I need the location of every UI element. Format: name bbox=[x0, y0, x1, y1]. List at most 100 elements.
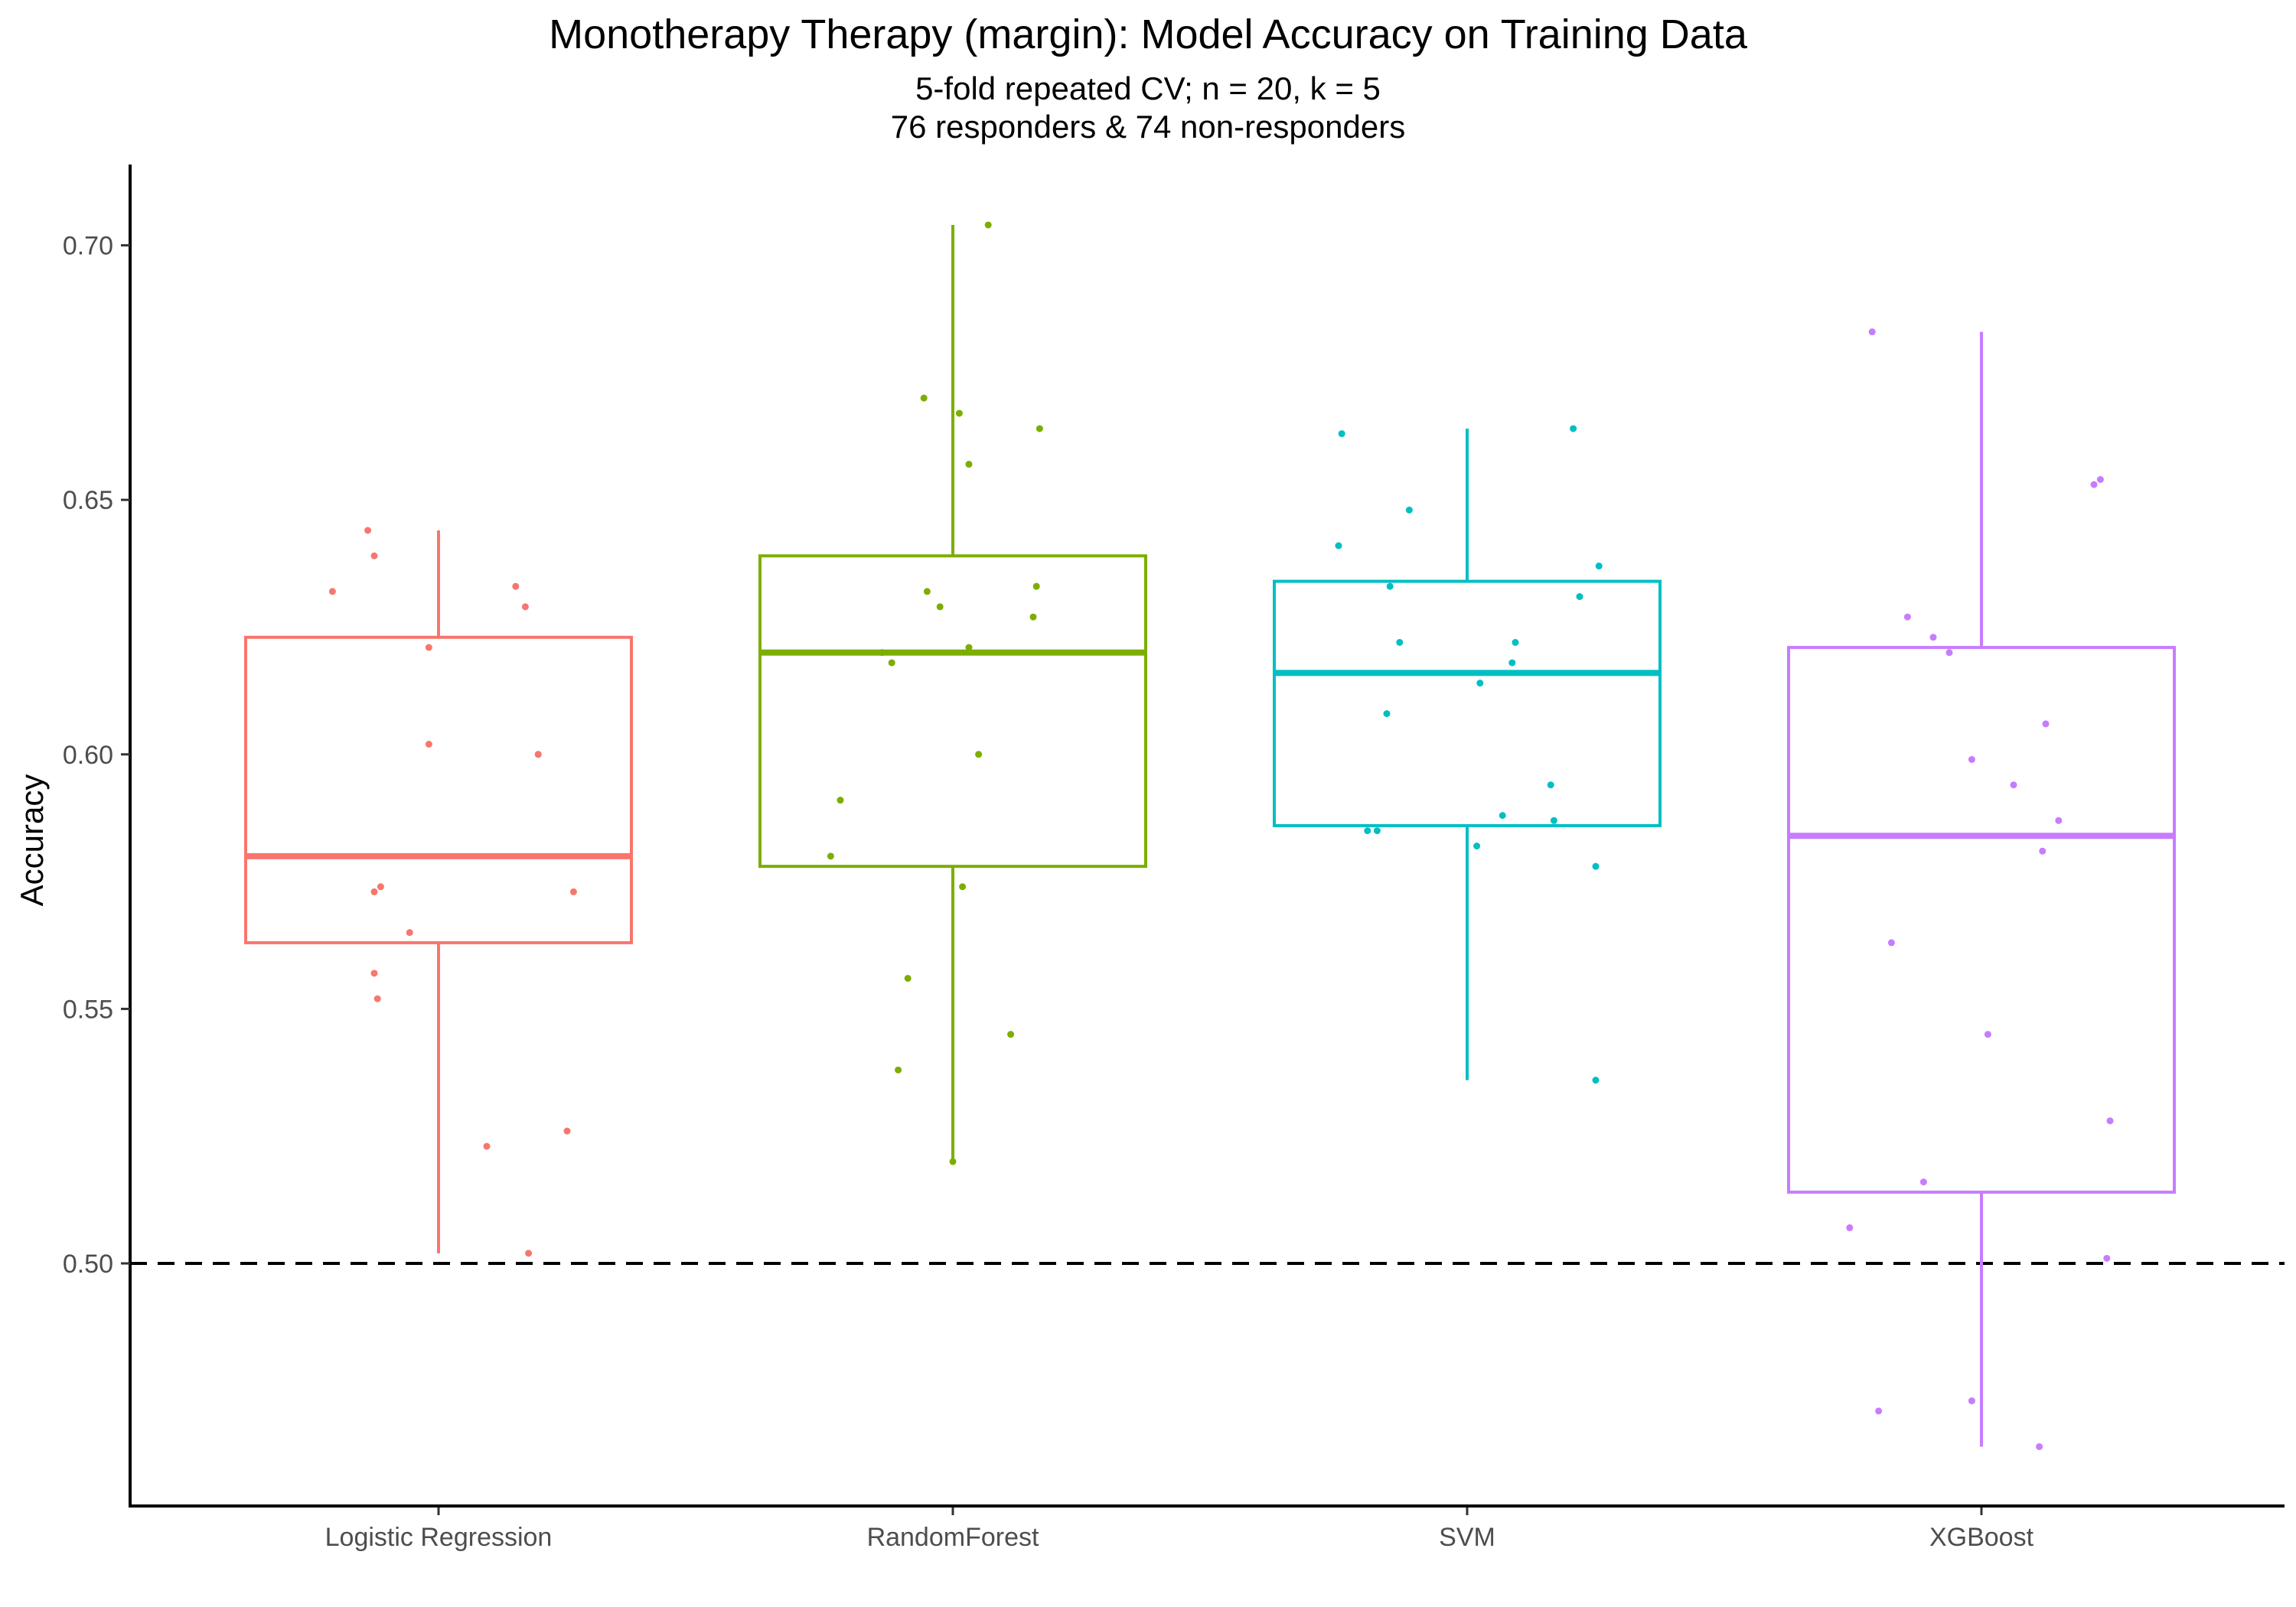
data-point-svm bbox=[1550, 817, 1557, 824]
data-point-randomforest bbox=[965, 461, 973, 468]
box-xgboost bbox=[1787, 331, 2176, 1447]
data-point-logistic-regression bbox=[373, 995, 381, 1002]
data-point-svm bbox=[1338, 430, 1345, 438]
boxes-layer bbox=[244, 224, 2176, 1447]
y-tick-label: 0.50 bbox=[63, 1250, 113, 1279]
data-point-logistic-regression bbox=[425, 740, 432, 748]
iqr-box-logistic-regression bbox=[244, 635, 633, 944]
data-point-randomforest bbox=[879, 649, 886, 657]
data-point-randomforest bbox=[1032, 582, 1040, 590]
data-point-xgboost bbox=[1919, 1178, 1927, 1186]
x-tick-label-xgboost: XGBoost bbox=[1929, 1523, 2034, 1552]
data-point-svm bbox=[1476, 680, 1484, 687]
data-point-randomforest bbox=[1035, 425, 1043, 432]
data-point-logistic-regression bbox=[483, 1143, 491, 1150]
chart-subtitle-line-2: 76 responders & 74 non-responders bbox=[890, 109, 1406, 145]
data-point-xgboost bbox=[1968, 755, 1975, 763]
data-point-xgboost bbox=[2055, 817, 2063, 824]
chart-subtitle-line-1: 5-fold repeated CV; n = 20, k = 5 bbox=[915, 70, 1381, 106]
data-point-logistic-regression bbox=[525, 1250, 533, 1257]
data-point-svm bbox=[1547, 781, 1554, 789]
data-point-logistic-regression bbox=[425, 644, 432, 651]
data-point-xgboost bbox=[2036, 1442, 2043, 1450]
data-point-logistic-regression bbox=[569, 888, 577, 895]
data-point-svm bbox=[1364, 827, 1371, 835]
y-tick-label: 0.55 bbox=[63, 995, 113, 1024]
data-point-logistic-regression bbox=[370, 888, 378, 895]
box-svm bbox=[1273, 429, 1662, 1081]
iqr-box-svm bbox=[1273, 579, 1662, 827]
data-point-svm bbox=[1383, 710, 1391, 718]
data-point-randomforest bbox=[920, 394, 928, 402]
data-point-xgboost bbox=[2103, 1254, 2111, 1262]
y-tick-label: 0.70 bbox=[63, 232, 113, 261]
data-point-svm bbox=[1592, 862, 1600, 870]
data-point-randomforest bbox=[936, 603, 944, 611]
data-point-randomforest bbox=[975, 751, 983, 758]
data-point-svm bbox=[1576, 593, 1583, 601]
data-point-logistic-regression bbox=[563, 1127, 571, 1135]
x-tick-label-svm: SVM bbox=[1439, 1523, 1495, 1552]
data-point-xgboost bbox=[1903, 613, 1911, 621]
data-point-xgboost bbox=[2039, 847, 2047, 855]
data-point-randomforest bbox=[923, 588, 931, 595]
data-point-xgboost bbox=[1868, 328, 1876, 336]
data-point-svm bbox=[1595, 562, 1603, 570]
points-layer bbox=[328, 221, 2114, 1450]
data-point-xgboost bbox=[2106, 1117, 2114, 1125]
data-point-xgboost bbox=[1984, 1031, 1991, 1038]
data-point-logistic-regression bbox=[370, 970, 378, 977]
data-point-xgboost bbox=[1968, 1397, 1975, 1405]
data-point-xgboost bbox=[2096, 476, 2104, 484]
data-point-svm bbox=[1473, 843, 1481, 850]
data-point-randomforest bbox=[965, 644, 973, 651]
x-tick-label-randomforest: RandomForest bbox=[867, 1523, 1039, 1552]
data-point-randomforest bbox=[984, 221, 992, 229]
data-point-xgboost bbox=[1929, 634, 1937, 641]
data-point-randomforest bbox=[904, 974, 912, 982]
data-point-svm bbox=[1570, 425, 1577, 432]
data-point-logistic-regression bbox=[512, 582, 520, 590]
data-point-randomforest bbox=[1029, 613, 1037, 621]
y-tick-label: 0.65 bbox=[63, 486, 113, 515]
data-point-randomforest bbox=[959, 883, 967, 891]
data-point-randomforest bbox=[827, 852, 834, 860]
y-tick-label: 0.60 bbox=[63, 741, 113, 770]
data-point-svm bbox=[1592, 1077, 1600, 1084]
data-point-svm bbox=[1508, 659, 1516, 667]
data-point-svm bbox=[1405, 507, 1413, 514]
data-point-randomforest bbox=[895, 1066, 902, 1074]
data-point-svm bbox=[1512, 638, 1519, 646]
data-point-randomforest bbox=[837, 797, 844, 804]
data-point-svm bbox=[1335, 542, 1342, 549]
data-point-svm bbox=[1499, 812, 1506, 820]
box-logistic-regression bbox=[244, 530, 633, 1253]
data-point-randomforest bbox=[955, 409, 963, 417]
data-point-xgboost bbox=[1887, 939, 1895, 947]
data-point-logistic-regression bbox=[370, 552, 378, 559]
iqr-box-randomforest bbox=[758, 554, 1147, 869]
data-point-randomforest bbox=[888, 659, 895, 667]
data-point-xgboost bbox=[1846, 1224, 1854, 1231]
iqr-box-xgboost bbox=[1787, 646, 2176, 1194]
data-point-randomforest bbox=[1007, 1031, 1015, 1038]
data-point-logistic-regression bbox=[377, 883, 384, 891]
axes-layer: Logistic Regression RandomForest SVM XGBoos… bbox=[63, 165, 2285, 1552]
data-point-xgboost bbox=[1875, 1407, 1883, 1415]
data-point-svm bbox=[1386, 582, 1394, 590]
data-point-logistic-regression bbox=[364, 526, 372, 534]
data-point-randomforest bbox=[949, 1158, 957, 1165]
data-point-xgboost bbox=[1945, 649, 1953, 657]
data-point-xgboost bbox=[2090, 481, 2098, 488]
y-axis-title: Accuracy bbox=[14, 774, 50, 907]
data-point-logistic-regression bbox=[406, 929, 413, 937]
box-randomforest bbox=[758, 224, 1147, 1162]
chart-title: Monotherapy Therapy (margin): Model Accu… bbox=[549, 11, 1747, 57]
x-tick-label-logistic-regression: Logistic Regression bbox=[325, 1523, 553, 1552]
data-point-logistic-regression bbox=[328, 588, 336, 595]
data-point-logistic-regression bbox=[534, 751, 542, 758]
data-point-svm bbox=[1396, 638, 1404, 646]
data-point-logistic-regression bbox=[521, 603, 529, 611]
data-point-svm bbox=[1373, 827, 1381, 835]
